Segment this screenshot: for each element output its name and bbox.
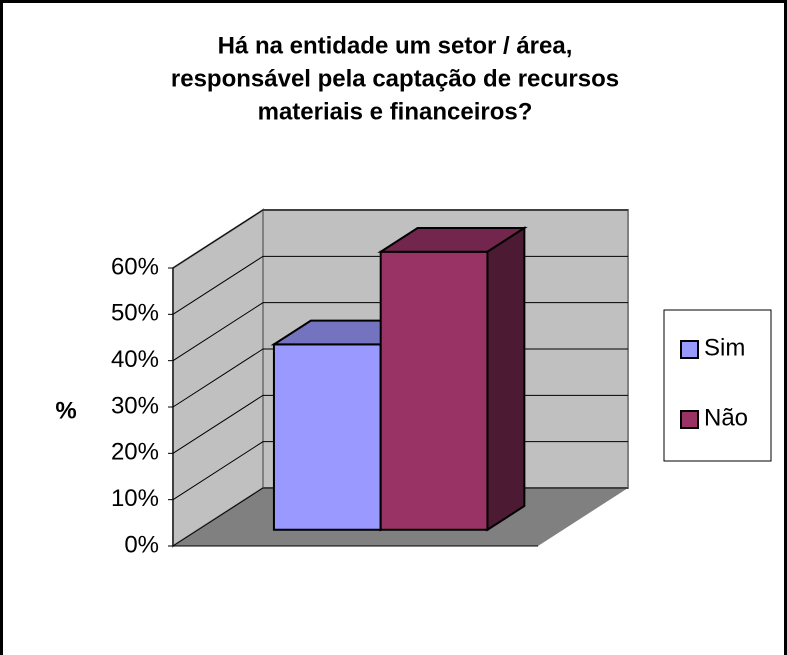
y-tick-label: 50% xyxy=(111,300,159,327)
bar-side xyxy=(486,226,526,532)
y-tick-label: 10% xyxy=(111,485,159,512)
chart-title: responsável pela captação de recursos xyxy=(171,65,619,92)
y-tick-label: 60% xyxy=(111,253,159,280)
y-tick-label: 30% xyxy=(111,392,159,419)
grid-line xyxy=(172,209,628,269)
legend-swatch xyxy=(680,410,699,429)
legend-swatch xyxy=(680,340,699,359)
bar xyxy=(377,226,528,532)
chart-title: materiais e financeiros? xyxy=(258,98,533,125)
legend-label: Sim xyxy=(704,334,745,361)
y-tick-label: 20% xyxy=(111,439,159,466)
y-tick-label: 40% xyxy=(111,346,159,373)
bar-front xyxy=(379,250,489,531)
chart-title: Há na entidade um setor / área, xyxy=(218,32,573,59)
legend-box xyxy=(663,309,772,462)
y-axis-label: % xyxy=(55,397,76,424)
legend-label: Não xyxy=(704,404,748,431)
bar-front xyxy=(272,343,382,531)
y-tick-label: 0% xyxy=(124,531,159,558)
